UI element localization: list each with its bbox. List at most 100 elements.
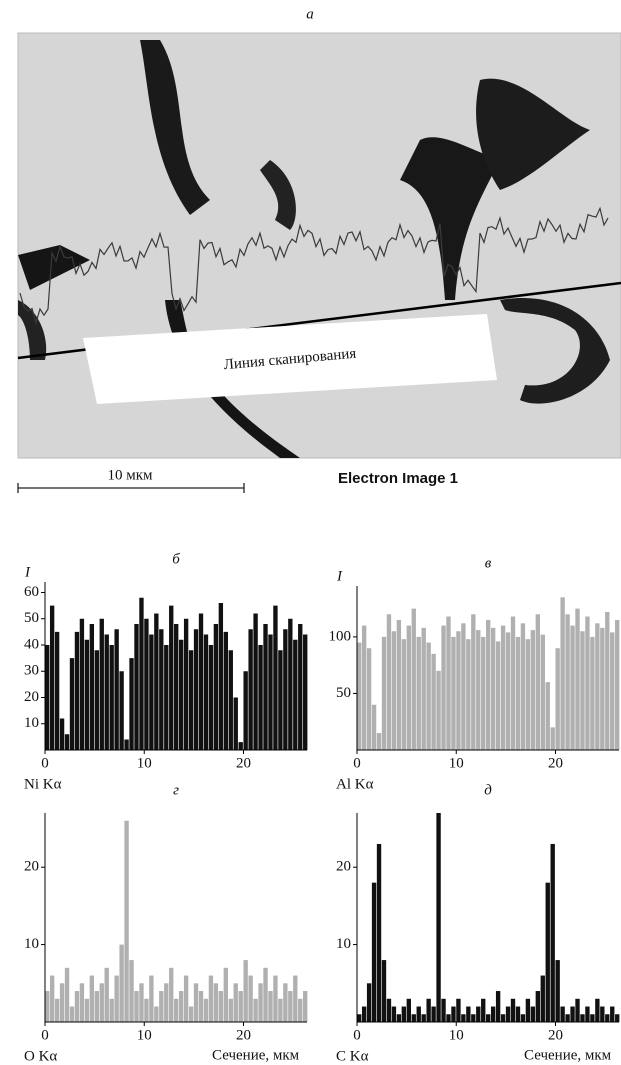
- bar: [134, 624, 139, 750]
- bar: [193, 629, 199, 750]
- bar: [258, 645, 263, 750]
- bar: [293, 975, 298, 1022]
- bar: [510, 998, 516, 1022]
- bar: [436, 670, 441, 750]
- bar: [298, 624, 303, 750]
- bar: [361, 1006, 367, 1022]
- bar: [386, 998, 392, 1022]
- bar: [129, 960, 134, 1022]
- bar: [495, 991, 501, 1022]
- bar: [391, 631, 397, 750]
- bar: [159, 629, 164, 750]
- bar: [505, 632, 511, 750]
- bar: [278, 650, 283, 750]
- bar: [198, 991, 204, 1022]
- x-tick-label: 10: [137, 755, 152, 771]
- bar: [208, 645, 214, 750]
- bar: [169, 967, 174, 1022]
- bar: [456, 998, 461, 1022]
- bar: [144, 998, 149, 1022]
- bar: [545, 682, 550, 750]
- bar: [401, 639, 407, 750]
- bar: [446, 616, 451, 750]
- bar: [520, 1014, 526, 1022]
- bar: [253, 613, 258, 750]
- bar: [381, 636, 387, 750]
- bar: [466, 639, 471, 750]
- x-tick-label: 20: [548, 755, 563, 771]
- series-label: Ni Kα: [24, 776, 62, 792]
- bar: [451, 1006, 456, 1022]
- bar: [560, 597, 565, 750]
- bar: [188, 650, 194, 750]
- bar: [49, 605, 55, 750]
- y-tick-label: 20: [24, 859, 39, 875]
- bar: [228, 998, 233, 1022]
- bar: [565, 1014, 570, 1022]
- bar: [45, 991, 50, 1022]
- bar: [174, 998, 179, 1022]
- bar: [570, 625, 575, 750]
- bar: [144, 618, 149, 750]
- bar: [69, 658, 75, 750]
- bar: [248, 975, 253, 1022]
- bar: [243, 671, 248, 750]
- bar: [421, 627, 426, 750]
- bar: [451, 636, 456, 750]
- bar: [515, 636, 521, 750]
- bar: [386, 614, 392, 750]
- y-tick-label: 10: [336, 936, 351, 952]
- bar: [585, 1006, 590, 1022]
- bar: [208, 975, 214, 1022]
- bar: [431, 653, 436, 750]
- bar: [59, 983, 65, 1022]
- bar: [371, 704, 377, 750]
- bar: [441, 625, 446, 750]
- bar: [154, 613, 159, 750]
- bar: [74, 991, 80, 1022]
- bar: [421, 1014, 426, 1022]
- chart-title: д: [484, 782, 492, 798]
- bar: [366, 983, 372, 1022]
- bar: [357, 642, 362, 750]
- bar: [54, 631, 60, 750]
- bar: [525, 639, 531, 750]
- x-tick-label: 20: [236, 755, 251, 771]
- bar: [565, 614, 570, 750]
- bar: [183, 975, 189, 1022]
- image-caption: Electron Image 1: [338, 470, 458, 487]
- bar: [575, 998, 580, 1022]
- bar: [476, 1006, 481, 1022]
- bar: [396, 619, 402, 750]
- series-label: O Kα: [24, 1048, 57, 1064]
- bar: [426, 998, 431, 1022]
- bar: [134, 991, 139, 1022]
- bar: [119, 671, 124, 750]
- bar: [54, 998, 60, 1022]
- bar: [600, 1006, 605, 1022]
- bar: [278, 998, 283, 1022]
- bar: [550, 727, 555, 750]
- bar: [268, 634, 273, 750]
- x-tick-label: 0: [41, 1027, 49, 1043]
- bar: [164, 983, 169, 1022]
- bar: [164, 645, 169, 750]
- bar: [495, 641, 501, 750]
- chart-title: в: [485, 555, 492, 571]
- bar: [545, 882, 550, 1022]
- scale-bar: [17, 483, 245, 493]
- bar: [411, 608, 416, 750]
- bar: [238, 991, 243, 1022]
- x-tick-label: 0: [353, 1027, 361, 1043]
- x-tick-label: 20: [236, 1027, 251, 1043]
- bar: [446, 1014, 451, 1022]
- bar: [99, 618, 104, 750]
- bar: [535, 614, 540, 750]
- bar: [525, 998, 531, 1022]
- bar: [174, 624, 179, 750]
- bar: [436, 813, 441, 1022]
- bar: [401, 1006, 407, 1022]
- sem-image: Линия сканирования: [17, 32, 621, 459]
- bar: [268, 991, 273, 1022]
- bar: [466, 1006, 471, 1022]
